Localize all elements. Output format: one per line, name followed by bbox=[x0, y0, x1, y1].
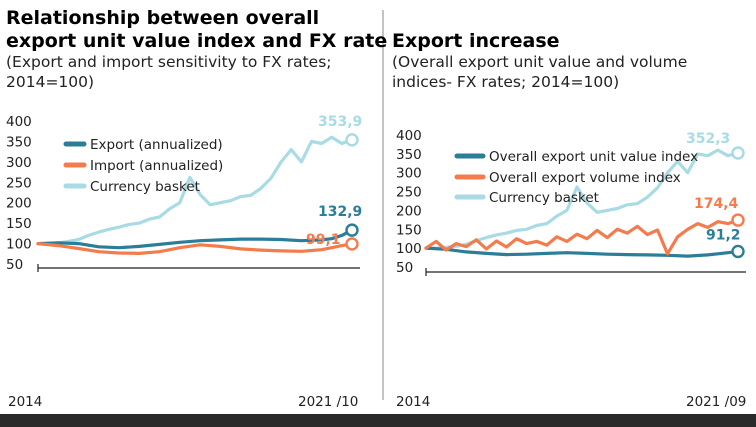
y-tick-label: 300 bbox=[6, 155, 32, 171]
series-end-marker bbox=[731, 213, 745, 227]
series-end-marker bbox=[345, 237, 359, 251]
series-end-label: 91,2 bbox=[706, 227, 741, 243]
x-tick-label-end: 2021 /09 bbox=[686, 394, 746, 410]
series-end-marker bbox=[731, 244, 745, 259]
series-end-marker bbox=[731, 146, 745, 160]
x-tick-label-start: 2014 bbox=[8, 394, 42, 410]
y-tick-label: 300 bbox=[396, 166, 422, 182]
legend-label: Export (annualized) bbox=[90, 137, 223, 153]
y-tick-label: 250 bbox=[6, 175, 32, 191]
chart-title-line: Relationship between overall bbox=[6, 7, 319, 29]
y-tick-label: 200 bbox=[6, 196, 32, 212]
y-tick-label: 350 bbox=[6, 134, 32, 150]
chart-title-line: export unit value index and FX rate bbox=[6, 30, 387, 52]
chart-subtitle-line: (Overall export unit value and volume bbox=[392, 53, 687, 71]
series-line-basket bbox=[36, 135, 354, 246]
series-end-label: 353,9 bbox=[318, 114, 362, 130]
series-line-export bbox=[36, 228, 354, 250]
y-tick-label: 200 bbox=[396, 203, 422, 219]
series-end-label: 132,9 bbox=[318, 204, 362, 220]
y-tick-label: 50 bbox=[6, 257, 23, 273]
y-tick-label: 100 bbox=[6, 237, 32, 253]
chart-subtitle-line: (Export and import sensitivity to FX rat… bbox=[6, 53, 332, 71]
bottom-bar bbox=[0, 414, 756, 427]
series-end-label: 99,1 bbox=[306, 232, 341, 248]
legend-label: Overall export unit value index bbox=[489, 149, 698, 165]
legend-label: Import (annualized) bbox=[90, 158, 223, 174]
series-end-marker bbox=[345, 133, 359, 147]
y-tick-label: 150 bbox=[396, 222, 422, 238]
series-line-volume bbox=[424, 218, 740, 256]
legend-label: Currency basket bbox=[489, 190, 599, 206]
y-tick-label: 400 bbox=[396, 128, 422, 144]
y-tick-label: 100 bbox=[396, 241, 422, 257]
series-end-label: 352,3 bbox=[686, 131, 730, 147]
chart-subtitle-line: indices- FX rates; 2014=100) bbox=[392, 73, 619, 91]
chart-panel-2: Export increase(Overall export unit valu… bbox=[392, 30, 746, 410]
y-tick-label: 50 bbox=[396, 260, 413, 276]
y-tick-label: 250 bbox=[396, 185, 422, 201]
y-tick-label: 400 bbox=[6, 114, 32, 130]
y-tick-label: 350 bbox=[396, 147, 422, 163]
chart-subtitle-line: 2014=100) bbox=[6, 73, 94, 91]
legend-label: Currency basket bbox=[90, 179, 200, 195]
series-end-label: 174,4 bbox=[694, 196, 739, 212]
series-end-marker bbox=[345, 223, 359, 237]
series-line-import bbox=[36, 242, 354, 255]
y-tick-label: 150 bbox=[6, 216, 32, 232]
x-tick-label-end: 2021 /10 bbox=[298, 394, 358, 410]
series-line-export bbox=[424, 246, 740, 258]
x-tick-label-start: 2014 bbox=[396, 394, 430, 410]
legend-label: Overall export volume index bbox=[489, 170, 681, 186]
chart-title-line: Export increase bbox=[392, 30, 560, 52]
